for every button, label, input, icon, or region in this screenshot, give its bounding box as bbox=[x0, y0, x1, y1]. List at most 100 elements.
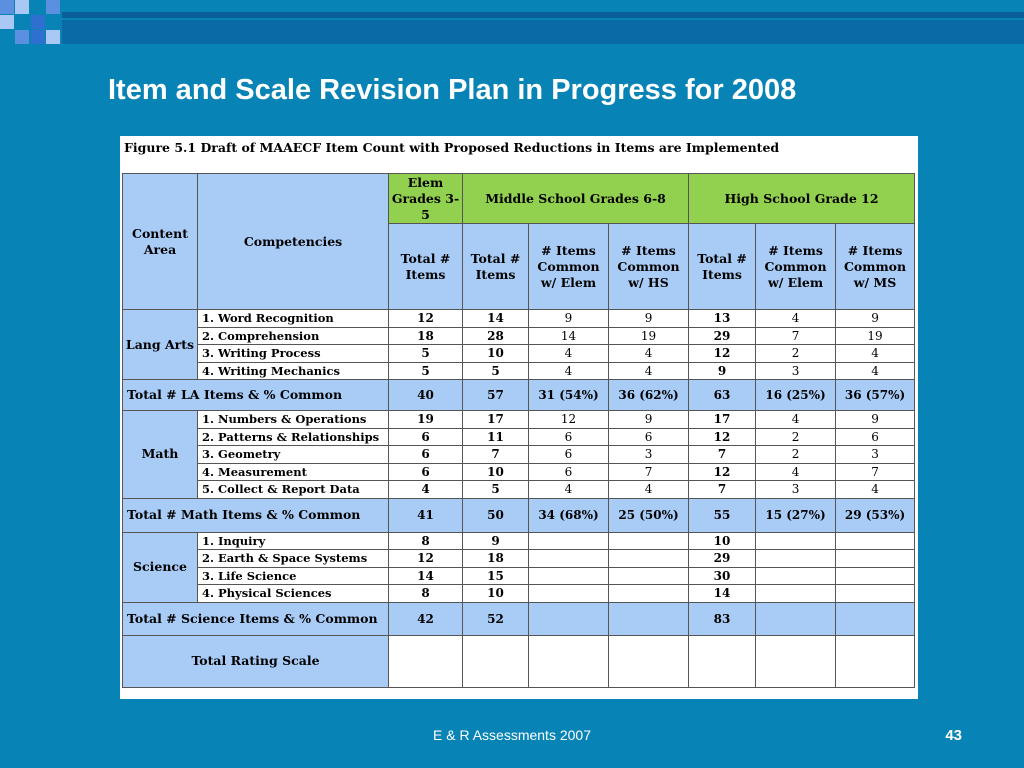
total-row: Total # Science Items & % Common 42 52 83 bbox=[122, 601, 916, 636]
value-cell bbox=[755, 549, 837, 568]
total-row: Total # LA Items & % Common 40 57 31 (54%) 3… bbox=[122, 379, 916, 411]
value-cell: 9 bbox=[835, 309, 916, 328]
competency-cell: 4. Writing Mechanics bbox=[197, 361, 389, 380]
table-row: 4. Writing Mechanics 5 5 4 4 9 3 4 bbox=[123, 361, 916, 380]
value-cell: 9 bbox=[528, 309, 609, 328]
table-row: Lang Arts 1. Word Recognition 12 14 9 9 13 4 9 bbox=[122, 309, 916, 380]
content-area-cell: Math bbox=[122, 410, 198, 499]
decor-square bbox=[15, 0, 29, 14]
competency-cell: 1. Inquiry bbox=[197, 531, 389, 550]
total-value-cell: 36 (57%) bbox=[835, 379, 916, 411]
table-row: 5. Collect & Report Data 4 5 4 4 7 3 4 bbox=[123, 480, 916, 499]
total-row: Total # Math Items & % Common 41 50 34 (68%… bbox=[122, 497, 916, 533]
total-value-cell: 15 (27%) bbox=[755, 497, 837, 533]
subheader: # Items Common w/ Elem bbox=[755, 223, 837, 310]
value-cell: 4 bbox=[755, 309, 837, 328]
value-cell: 12 bbox=[388, 549, 463, 568]
value-cell: 9 bbox=[607, 309, 690, 328]
total-value-cell: 50 bbox=[462, 497, 529, 533]
decor-band bbox=[62, 20, 1024, 44]
high-school-header: High School Grade 12 bbox=[688, 173, 916, 224]
total-label: Total # Math Items & % Common bbox=[122, 497, 389, 533]
value-cell bbox=[528, 531, 609, 550]
rating-scale-cell bbox=[388, 634, 463, 688]
decor-square bbox=[0, 0, 14, 14]
value-cell: 10 bbox=[462, 344, 529, 363]
value-cell: 6 bbox=[607, 427, 690, 446]
value-cell: 4 bbox=[755, 462, 837, 481]
value-cell: 3 bbox=[835, 445, 916, 464]
total-value-cell: 34 (68%) bbox=[528, 497, 609, 533]
rating-scale-cell bbox=[528, 634, 609, 688]
middle-school-header: Middle School Grades 6-8 bbox=[461, 173, 690, 224]
competency-cell: 4. Measurement bbox=[197, 462, 389, 481]
value-cell bbox=[607, 549, 690, 568]
table-row: 4. Physical Sciences 8 10 14 bbox=[123, 584, 916, 603]
table-row: 2. Earth & Space Systems 12 18 29 bbox=[123, 549, 916, 568]
rating-scale-row: Total Rating Scale bbox=[122, 634, 916, 688]
total-label: Total # LA Items & % Common bbox=[122, 379, 389, 411]
table-row: Science 1. Inquiry 8 9 10 bbox=[122, 531, 916, 603]
value-cell: 4 bbox=[388, 480, 463, 499]
value-cell: 14 bbox=[388, 566, 463, 585]
value-cell bbox=[607, 566, 690, 585]
value-cell: 19 bbox=[388, 410, 463, 429]
total-value-cell: 63 bbox=[688, 379, 757, 411]
table-row: Math 1. Numbers & Operations 19 17 12 9 17 4 9 bbox=[122, 410, 916, 499]
value-cell bbox=[835, 549, 916, 568]
rating-scale-cell bbox=[835, 634, 916, 688]
value-cell: 10 bbox=[688, 531, 757, 550]
total-value-cell bbox=[755, 601, 837, 636]
value-cell: 7 bbox=[688, 445, 757, 464]
value-cell: 2 bbox=[755, 445, 837, 464]
total-value-cell: 16 (25%) bbox=[755, 379, 837, 411]
table-row: 3. Geometry 6 7 6 3 7 2 3 bbox=[123, 445, 916, 464]
total-value-cell bbox=[607, 601, 690, 636]
decor-square bbox=[46, 0, 60, 14]
value-cell: 5 bbox=[462, 361, 529, 380]
value-cell: 6 bbox=[835, 427, 916, 446]
page-number: 43 bbox=[945, 727, 962, 744]
value-cell: 4 bbox=[607, 480, 690, 499]
content-area-header: Content Area bbox=[122, 173, 198, 310]
value-cell: 7 bbox=[835, 462, 916, 481]
value-cell: 29 bbox=[688, 326, 757, 345]
value-cell bbox=[755, 566, 837, 585]
value-cell: 4 bbox=[528, 344, 609, 363]
value-cell bbox=[607, 531, 690, 550]
value-cell: 14 bbox=[528, 326, 609, 345]
value-cell: 7 bbox=[462, 445, 529, 464]
value-cell: 12 bbox=[688, 344, 757, 363]
decor-square bbox=[31, 30, 45, 44]
value-cell: 5 bbox=[388, 361, 463, 380]
value-cell: 18 bbox=[388, 326, 463, 345]
competency-cell: 2. Patterns & Relationships bbox=[197, 427, 389, 446]
value-cell bbox=[755, 531, 837, 550]
subheader: Total # Items bbox=[462, 223, 529, 310]
value-cell bbox=[528, 549, 609, 568]
value-cell: 18 bbox=[462, 549, 529, 568]
decor-square bbox=[31, 15, 45, 29]
value-cell: 6 bbox=[388, 427, 463, 446]
total-value-cell: 42 bbox=[388, 601, 463, 636]
value-cell: 19 bbox=[607, 326, 690, 345]
value-cell: 17 bbox=[688, 410, 757, 429]
value-cell: 2 bbox=[755, 344, 837, 363]
value-cell: 4 bbox=[835, 361, 916, 380]
value-cell: 3 bbox=[607, 445, 690, 464]
total-value-cell: 57 bbox=[462, 379, 529, 411]
value-cell: 9 bbox=[607, 410, 690, 429]
value-cell: 15 bbox=[462, 566, 529, 585]
competencies-header: Competencies bbox=[197, 173, 389, 310]
value-cell: 9 bbox=[462, 531, 529, 550]
competency-cell: 1. Word Recognition bbox=[197, 309, 389, 328]
value-cell bbox=[835, 584, 916, 603]
subheader: # Items Common w/ MS bbox=[835, 223, 916, 310]
total-value-cell bbox=[835, 601, 916, 636]
value-cell: 14 bbox=[688, 584, 757, 603]
competency-cell: 3. Writing Process bbox=[197, 344, 389, 363]
value-cell: 13 bbox=[688, 309, 757, 328]
competency-cell: 1. Numbers & Operations bbox=[197, 410, 389, 429]
subheader: Total # Items bbox=[688, 223, 757, 310]
total-value-cell: 41 bbox=[388, 497, 463, 533]
